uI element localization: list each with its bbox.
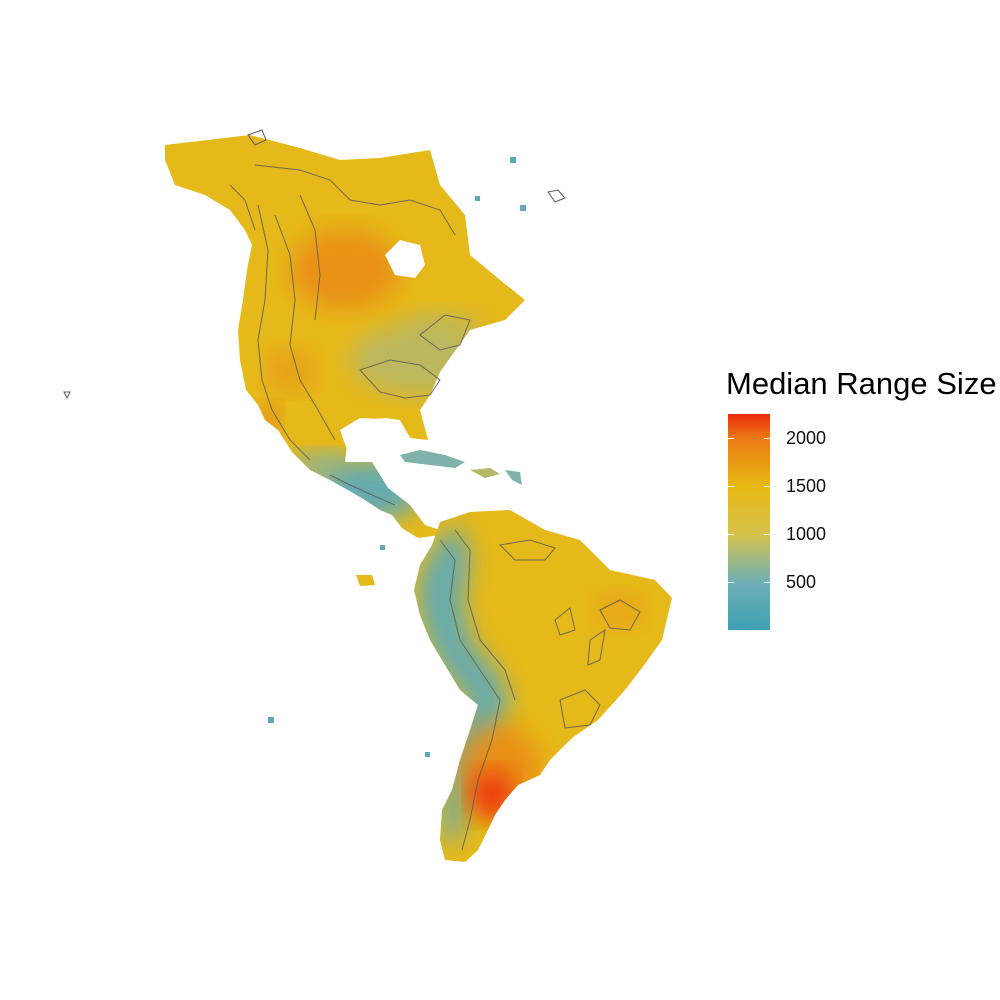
legend-tick-label: 500 — [786, 572, 817, 592]
legend-tick-mark — [764, 486, 770, 487]
legend-tick-label: 1000 — [786, 524, 827, 544]
north-america-landmass — [165, 135, 525, 538]
legend-tick-label: 1500 — [786, 476, 827, 496]
caribbean-islands — [63, 129, 566, 757]
legend-title: Median Range Size — [726, 366, 997, 401]
legend-tick-mark — [728, 582, 734, 583]
legend-tick-mark — [764, 582, 770, 583]
legend-tick-mark — [764, 534, 770, 535]
legend-tick-label: 2000 — [786, 428, 827, 448]
legend-color-bar — [728, 414, 770, 630]
legend-tick-mark — [728, 438, 734, 439]
legend-tick-mark — [728, 486, 734, 487]
legend-tick-mark — [728, 534, 734, 535]
legend-tick-mark — [764, 438, 770, 439]
south-america-landmass — [414, 510, 672, 862]
